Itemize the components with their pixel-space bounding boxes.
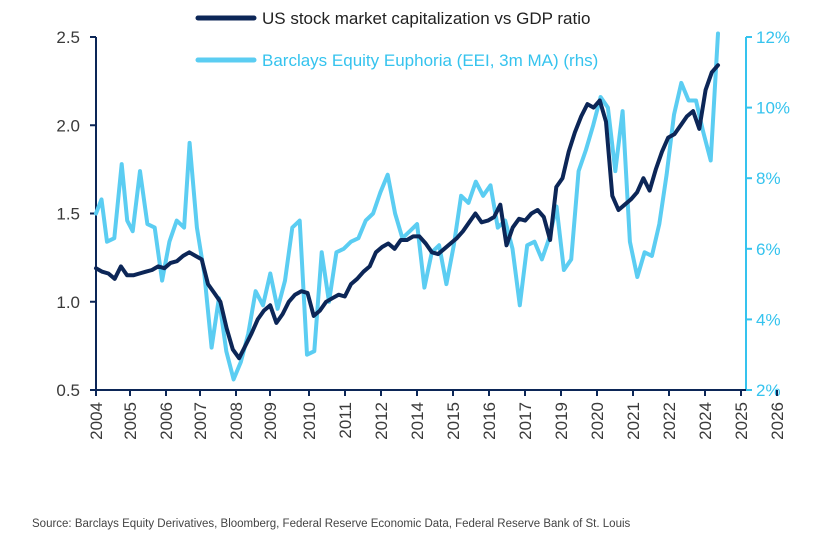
x-tick-label: 2019 [552, 402, 571, 440]
y-tick-right-label: 12% [756, 28, 790, 47]
axes: 0.5 1.0 1.5 2.0 2.5 2% 4% 6% 8% 10% 12% 2004 2005 200… [56, 28, 790, 440]
legend-label-eei: Barclays Equity Euphoria (EEI, 3m MA) (r… [262, 51, 598, 70]
y-tick-left-label: 2.5 [56, 28, 80, 47]
x-tick-label: 2007 [191, 402, 210, 440]
x-tick-label: 2022 [660, 402, 679, 440]
x-tick-label: 2006 [157, 402, 176, 440]
series-layer [94, 31, 720, 382]
x-tick-label: 2026 [768, 402, 787, 440]
y-tick-right-label: 8% [756, 169, 781, 188]
legend: US stock market capitalization vs GDP ra… [195, 9, 598, 70]
x-tick-label: 2009 [261, 402, 280, 440]
x-tick-label: 2011 [336, 402, 355, 439]
x-tick-label: 2008 [227, 402, 246, 440]
x-tick-label: 2016 [480, 402, 499, 440]
y-tick-left-label: 1.5 [56, 205, 80, 224]
legend-label-cap: US stock market capitalization vs GDP ra… [262, 9, 590, 28]
y-tick-left-label: 0.5 [56, 381, 80, 400]
x-tick-label: 2005 [121, 402, 140, 440]
x-tick-label: 2025 [732, 402, 751, 440]
x-tick-label: 2004 [87, 402, 106, 440]
x-tick-label: 2017 [516, 402, 535, 440]
y-tick-left-label: 1.0 [56, 293, 80, 312]
y-tick-right-label: 10% [756, 99, 790, 118]
source-note: Source: Barclays Equity Derivatives, Blo… [32, 518, 631, 530]
y-tick-left-label: 2.0 [56, 116, 80, 135]
x-tick-label: 2021 [624, 402, 643, 440]
x-tick-label: 2015 [444, 402, 463, 440]
x-tick-label: 2020 [588, 402, 607, 440]
series-cap-line [94, 63, 720, 361]
y-tick-right-label: 2% [756, 381, 781, 400]
x-tick-label: 2024 [696, 402, 715, 440]
x-tick-label: 2010 [300, 402, 319, 440]
y-tick-right-label: 4% [756, 310, 781, 329]
x-tick-label: 2014 [408, 402, 427, 440]
x-tick-label: 2012 [372, 402, 391, 440]
y-tick-right-label: 6% [756, 240, 781, 259]
